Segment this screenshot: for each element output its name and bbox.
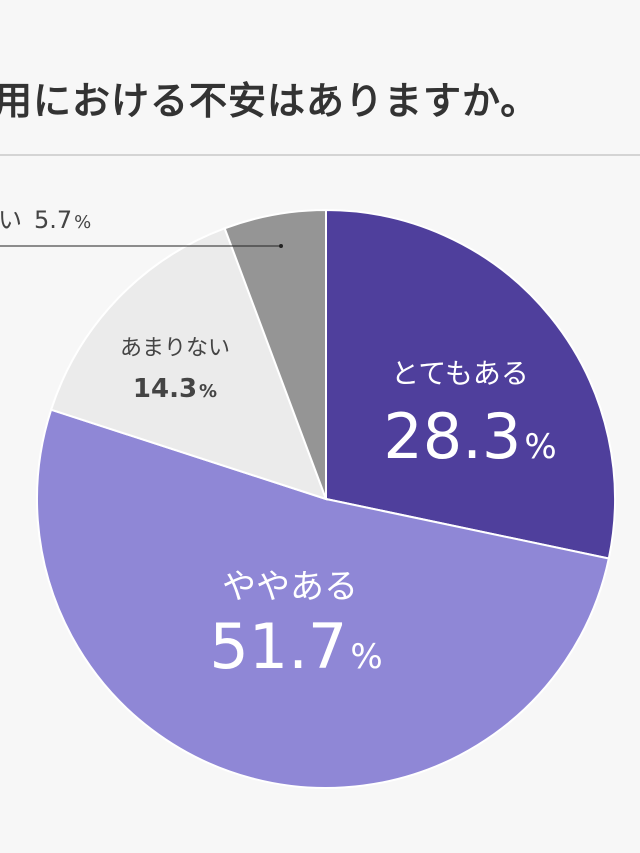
slice-nai	[223, 208, 327, 500]
slice-label-totemoaru: とてもある	[391, 357, 529, 390]
slice-value-yayaaru: 51.7%	[209, 610, 382, 683]
slice-label-nai: い 5.7%	[0, 206, 91, 234]
slice-value-amarinai: 14.3%	[133, 374, 217, 404]
slice-yayaaru	[36, 408, 610, 789]
pie-slices	[36, 208, 616, 789]
slice-value-totemoaru: 28.3%	[383, 400, 556, 473]
slice-label-yayaaru: ややある	[222, 567, 358, 607]
slice-amarinai	[49, 227, 328, 501]
leader-dot	[279, 244, 283, 248]
title-divider	[0, 154, 640, 156]
slice-totemoaru	[325, 208, 616, 560]
page-title: 用における不安はありますか。	[0, 79, 540, 123]
slice-label-amarinai: あまりない	[120, 336, 230, 361]
